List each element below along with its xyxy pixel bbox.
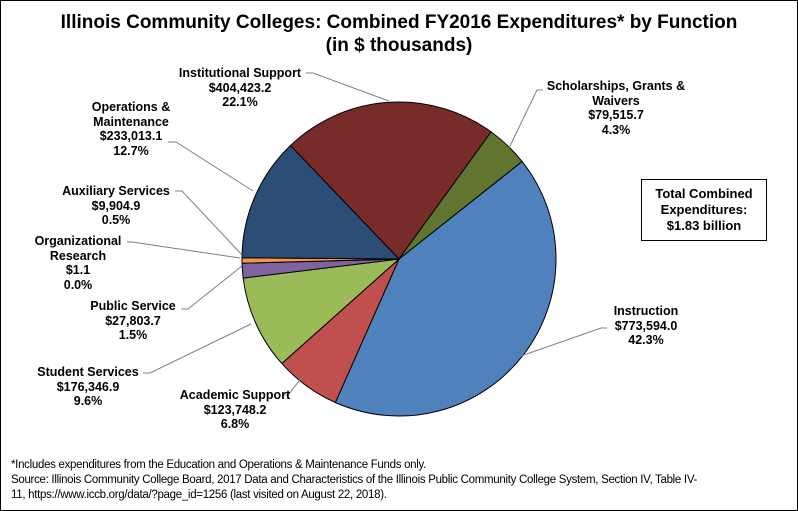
percent-label: 0.5% [101, 213, 131, 227]
data-label-student-services: Student Services $176,346.9 9.6% [37, 365, 138, 409]
data-label-scholarships-grants-waivers: Scholarships, Grants & Waivers $79,515.7 4.… [547, 79, 685, 137]
value-label: $1.1 [65, 263, 91, 277]
leader-line-auxiliary-services [175, 190, 243, 256]
footnote-asterisk: *Includes expenditures from the Educatio… [11, 459, 427, 471]
category-label: Instruction [613, 304, 679, 318]
category-label: Auxiliary Services [62, 184, 170, 198]
data-label-organizational-research: Organizational Research $1.1 0.0% [35, 234, 122, 292]
title-line-1: Illinois Community Colleges: Combined FY… [60, 12, 738, 33]
data-label-public-service: Public Service $27,803.7 1.5% [90, 299, 175, 343]
total-line-2: Expenditures: [660, 202, 748, 217]
percent-label: 4.3% [601, 122, 631, 137]
pie-slice-student-services [242, 258, 401, 365]
percent-label: 0.0% [63, 277, 93, 292]
total-annotation: Total Combined Expenditures: $1.83 billi… [641, 179, 767, 241]
percent-label: 9.6% [73, 394, 103, 408]
value-label: $27,803.7 [105, 313, 161, 328]
footnote-source-1: Source: Illinois Community College Board… [11, 474, 698, 486]
value-label: $9,904.9 [91, 198, 141, 213]
leader-line-organizational-research [127, 241, 241, 259]
leader-line-public-service [181, 265, 243, 310]
value-label: $773,594.0 [614, 318, 678, 333]
leader-line-student-services [143, 323, 252, 374]
data-label-institutional-support: Institutional Support $404,423.2 22.1% [179, 66, 301, 110]
leader-line-academic-support [282, 375, 304, 396]
leader-line-scholarships-grants-waivers [508, 89, 543, 149]
category-label: Institutional Support [178, 66, 302, 80]
value-label: $176,346.9 [56, 379, 120, 394]
category-label: Operations & [91, 100, 171, 114]
pie-slice-institutional-support [289, 101, 492, 260]
leader-line-operations-maintenance [168, 141, 254, 192]
leader-line-instruction [520, 327, 607, 357]
percent-label: 6.8% [220, 417, 250, 431]
category-label: Research [49, 248, 107, 263]
chart-title: Illinois Community Colleges: Combined FY… [1, 11, 797, 57]
percent-label: 12.7% [113, 143, 149, 158]
category-label: Public Service [90, 299, 176, 313]
value-label: $404,423.2 [208, 80, 272, 95]
data-label-operations-maintenance: Operations & Maintenance $233,013.1 12.7% [92, 100, 171, 158]
category-label: Student Services [37, 365, 139, 379]
title-line-2: (in $ thousands) [325, 35, 473, 56]
pie-slice-scholarships-grants-waivers [398, 131, 523, 260]
total-line-1: Total Combined [655, 186, 753, 201]
value-label: $79,515.7 [588, 108, 644, 122]
footnote-source-2: 11, https://www.iccb.org/data/?page_id=1… [11, 489, 387, 501]
leader-line-institutional-support [306, 72, 390, 102]
value-label: $123,748.2 [203, 402, 267, 417]
category-label: Maintenance [93, 114, 169, 129]
percent-label: 1.5% [118, 328, 148, 342]
data-label-academic-support: Academic Support $123,748.2 6.8% [180, 388, 290, 432]
data-label-auxiliary-services: Auxiliary Services $9,904.9 0.5% [62, 184, 170, 228]
category-label: Scholarships, Grants & [546, 79, 686, 93]
total-line-3: $1.83 billion [666, 218, 742, 233]
category-label: Organizational [34, 234, 122, 248]
percent-label: 42.3% [628, 333, 664, 347]
pie-slice-operations-maintenance [241, 144, 401, 260]
category-label: Academic Support [179, 388, 291, 402]
category-label: Waivers [592, 93, 640, 108]
data-label-instruction: Instruction $773,594.0 42.3% [614, 304, 679, 348]
percent-label: 22.1% [222, 95, 258, 109]
value-label: $233,013.1 [99, 129, 163, 143]
footnotes: *Includes expenditures from the Educatio… [11, 458, 697, 503]
